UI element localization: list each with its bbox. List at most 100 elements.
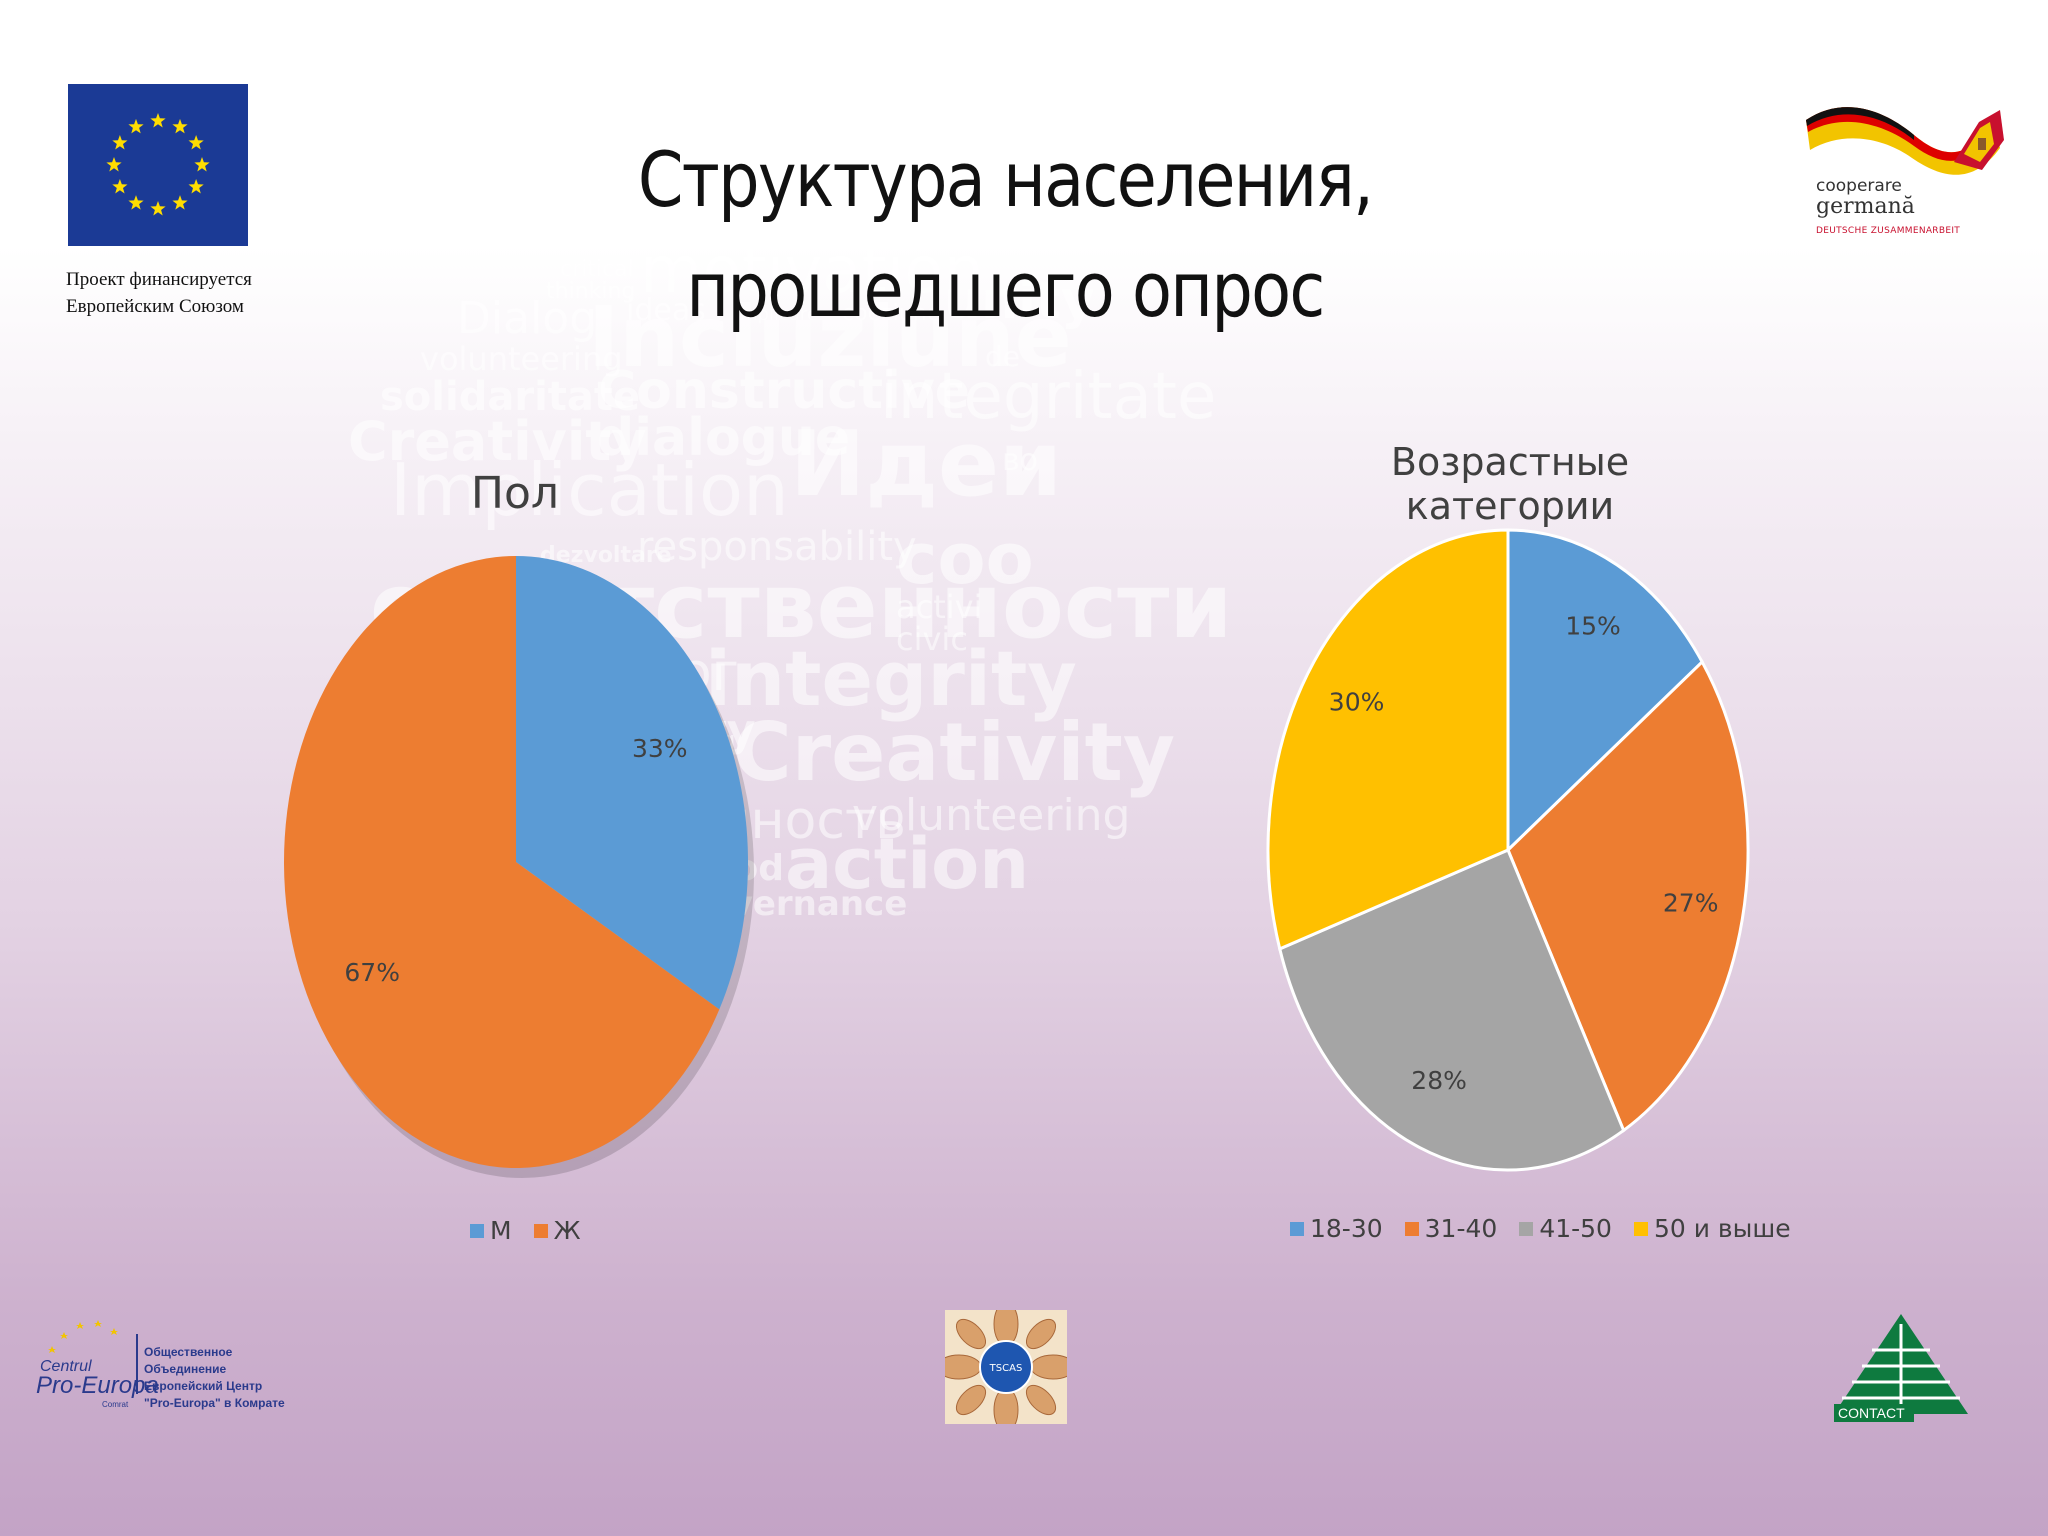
- tscas-text: TSCAS: [989, 1363, 1023, 1374]
- legend-label-41-50: 41-50: [1539, 1214, 1612, 1243]
- centru-brand-line-1: Centrul: [40, 1358, 92, 1375]
- legend-swatch-31-40: [1404, 1221, 1419, 1236]
- cooperare-line-3: DEUTSCHE ZUSAMMENARBEIT: [1816, 226, 1961, 236]
- legend-swatch-18-30: [1290, 1221, 1304, 1236]
- cloud-word: integritate: [880, 360, 1216, 434]
- tscas-hands-logo: TSCAS: [945, 1310, 1067, 1424]
- eu-star-icon: [128, 118, 144, 134]
- eu-stars: [106, 113, 210, 216]
- eu-star-icon: [188, 135, 204, 150]
- legend-swatch-41-50: [1519, 1221, 1534, 1236]
- pie-slice-18-30: [1506, 528, 1705, 854]
- cloud-word: Creativity: [348, 410, 646, 473]
- de-md-flag-ribbon-icon: [1806, 107, 2004, 175]
- eu-flag-logo: [68, 84, 248, 246]
- pie-slice-50-и-выше: [1266, 528, 1510, 951]
- eu-star-icon: [106, 157, 122, 172]
- legend-swatch-female: [533, 1223, 548, 1238]
- legend-item-18-30: 18-30: [1290, 1214, 1383, 1243]
- cloud-word: dialogue: [597, 408, 850, 468]
- pie-data-label: 33%: [632, 734, 688, 763]
- cloud-word: ideas: [626, 293, 706, 328]
- centru-brand-line-2: Pro-Europa: [36, 1372, 159, 1399]
- cloud-word: responsability: [637, 524, 917, 570]
- legend-swatch-male: [470, 1223, 484, 1238]
- pie-data-label: 28%: [1411, 1066, 1467, 1095]
- cooperare-line-2: germană: [1816, 194, 1915, 219]
- eu-star-icon: [112, 179, 128, 194]
- cloud-word: integrity: [705, 634, 1077, 723]
- cloud-word: Creativity: [733, 706, 1175, 799]
- cloud-word: Dialog: [457, 293, 597, 344]
- eu-star-icon: [150, 201, 166, 216]
- eu-funding-caption: Проект финансируется Европейским Союзом: [66, 266, 252, 320]
- cloud-word: solidaritate: [380, 374, 640, 420]
- cloud-word: во: [1002, 443, 1038, 478]
- cooperare-line-1: cooperare: [1816, 176, 1902, 196]
- legend-item-50-plus: 50 и выше: [1633, 1214, 1791, 1243]
- legend-item-male: М: [470, 1216, 512, 1245]
- centru-brand-line-3: Comrat: [102, 1400, 129, 1409]
- cloud-word: action: [785, 823, 1029, 905]
- eu-star-icon: [172, 195, 188, 210]
- cloud-word: Идеи: [790, 412, 1062, 517]
- eu-star-icon: [194, 157, 210, 172]
- pie-slice-41-50: [1277, 848, 1626, 1172]
- cloud-word: de: [985, 340, 1020, 373]
- gender-chart-title: Пол: [470, 468, 560, 519]
- eu-star-icon: [150, 113, 166, 128]
- age-chart-title: Возрастные категории: [1390, 440, 1630, 528]
- cloud-word: volunteering: [420, 340, 623, 378]
- eu-star-icon: [188, 179, 204, 194]
- cloud-word: Implication: [390, 448, 789, 532]
- gender-pie-chart: 33% 67%: [283, 556, 754, 1178]
- age-pie-chart: 15% 27% 28% 30%: [1266, 528, 1750, 1172]
- cooperare-germana-logo: cooperare germană DEUTSCHE ZUSAMMENARBEI…: [1804, 100, 2004, 250]
- cloud-word: volunteering: [852, 790, 1130, 841]
- eu-caption-line-2: Европейским Союзом: [66, 296, 244, 317]
- cloud-word: thinking: [546, 279, 635, 304]
- legend-label-18-30: 18-30: [1310, 1214, 1383, 1243]
- legend-swatch-50-plus: [1633, 1221, 1648, 1236]
- legend-item-female: Ж: [533, 1216, 581, 1245]
- pie-data-label: 27%: [1663, 888, 1719, 917]
- cloud-word: motivation: [640, 234, 984, 308]
- centru-text-line-2: Европейский Центр: [144, 1379, 263, 1393]
- pie-data-label: 15%: [1565, 612, 1621, 641]
- centru-text-line-1: Общественное Объединение: [144, 1345, 233, 1376]
- eu-flag-field: [68, 84, 248, 246]
- cloud-word: unity: [944, 271, 1095, 331]
- age-legend: 18-30 31-40 41-50 50 и выше: [1290, 1214, 1813, 1243]
- legend-label-male: М: [490, 1216, 512, 1245]
- pie-slice-31-40: [1506, 659, 1750, 1133]
- star-arc-icon: [48, 1320, 118, 1353]
- contact-logo: CONTACT: [1834, 1314, 1968, 1422]
- contact-text: CONTACT: [1838, 1405, 1905, 1421]
- centru-description: Общественное Объединение Европейский Цен…: [144, 1344, 294, 1412]
- legend-label-31-40: 31-40: [1424, 1214, 1498, 1243]
- pie-data-label: 30%: [1329, 687, 1385, 716]
- centrul-pro-europa-logo: Centrul Pro-Europa Comrat Общественное О…: [34, 1316, 294, 1416]
- cloud-word: critical: [560, 257, 634, 282]
- cloud-word: coeziune: [842, 301, 940, 326]
- legend-item-41-50: 41-50: [1519, 1214, 1612, 1243]
- cloud-word: Incluziune: [588, 288, 1072, 386]
- pie-slice-Ж: [283, 556, 720, 1168]
- cloud-word: coo: [896, 518, 1034, 600]
- eu-caption-line-1: Проект финансируется: [66, 269, 252, 290]
- cloud-word: civic: [896, 620, 968, 658]
- legend-label-female: Ж: [553, 1216, 581, 1245]
- slide-title: Структура населения, прошедшего опрос: [637, 135, 1374, 334]
- cloud-word: implicare: [735, 304, 818, 325]
- legend-item-31-40: 31-40: [1404, 1214, 1498, 1243]
- gender-legend: М Ж: [470, 1216, 603, 1245]
- cloud-word: activi: [896, 588, 982, 626]
- eu-star-icon: [112, 135, 128, 150]
- eu-star-icon: [172, 118, 188, 134]
- eu-star-icon: [128, 195, 144, 210]
- centru-text-line-3: "Pro-Europa" в Комрате: [144, 1396, 285, 1410]
- pie-slice-М: [516, 556, 748, 1010]
- centru-divider: [136, 1334, 138, 1394]
- cloud-word: Constructive: [598, 361, 970, 421]
- pie-data-label: 67%: [344, 958, 400, 987]
